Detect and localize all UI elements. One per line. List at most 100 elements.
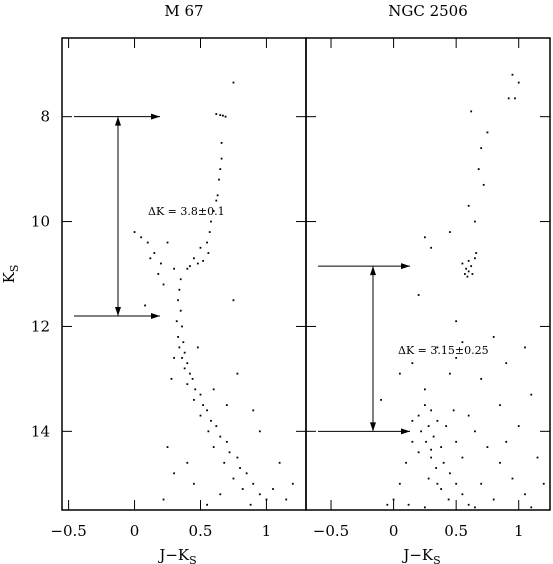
star <box>199 246 202 249</box>
star <box>245 472 248 475</box>
star <box>191 377 194 380</box>
x-tick-label: −0.5 <box>313 522 349 540</box>
star <box>505 440 508 443</box>
star <box>278 461 281 464</box>
star <box>507 97 510 100</box>
star <box>417 294 420 296</box>
star <box>219 435 222 438</box>
star <box>442 461 445 464</box>
star <box>218 178 220 181</box>
star <box>215 199 218 202</box>
y-tick-label: 10 <box>31 213 50 231</box>
star <box>177 336 179 338</box>
star <box>179 278 182 281</box>
x-tick-label: 0 <box>130 522 140 540</box>
panel-title: NGC 2506 <box>388 2 468 20</box>
star <box>517 81 520 84</box>
x-label-main: J−K <box>401 546 434 564</box>
star <box>220 157 223 160</box>
star <box>258 430 261 433</box>
x-tick-label: −0.5 <box>50 522 86 540</box>
star <box>430 409 433 412</box>
star <box>207 430 210 433</box>
star <box>392 498 395 501</box>
star <box>517 425 520 427</box>
star <box>206 241 208 244</box>
frame <box>61 37 307 511</box>
star <box>212 210 215 212</box>
x-axis-label: J−KS <box>401 546 440 564</box>
star <box>140 236 143 239</box>
star <box>224 115 227 118</box>
star <box>492 498 495 501</box>
star <box>417 414 420 417</box>
star <box>186 362 189 365</box>
star <box>411 440 414 443</box>
star <box>186 461 189 464</box>
star <box>445 425 448 427</box>
star <box>474 506 476 509</box>
star <box>427 425 430 427</box>
star <box>440 446 443 448</box>
star <box>236 372 239 375</box>
star <box>452 409 455 412</box>
x-tick-label: 1 <box>514 522 524 540</box>
star <box>192 257 195 260</box>
star <box>241 488 244 490</box>
star <box>192 398 195 401</box>
star <box>249 503 252 506</box>
star <box>405 461 408 464</box>
star <box>436 419 439 422</box>
star <box>206 503 208 506</box>
star <box>212 446 215 448</box>
star <box>189 265 191 268</box>
star <box>183 351 186 354</box>
star <box>486 446 489 448</box>
star <box>210 419 212 422</box>
star <box>192 482 195 485</box>
star <box>239 467 241 469</box>
star <box>470 110 473 113</box>
star <box>474 430 476 433</box>
star <box>511 477 514 480</box>
x-tick-label: 0.5 <box>189 522 213 540</box>
star <box>186 267 189 270</box>
star <box>492 336 495 338</box>
star <box>480 377 483 380</box>
star <box>210 220 212 223</box>
star <box>436 482 439 485</box>
star <box>153 252 156 254</box>
star <box>455 320 458 323</box>
star <box>162 498 165 501</box>
star <box>430 246 433 249</box>
star <box>216 194 219 197</box>
star <box>475 252 478 254</box>
x-tick-label: 0 <box>389 522 399 540</box>
star <box>179 309 182 312</box>
star <box>212 388 215 391</box>
annotation: ΔK = 3.8±0.1 <box>148 205 225 218</box>
star <box>291 482 294 485</box>
star <box>194 388 197 391</box>
y-tick-label: 8 <box>40 108 50 126</box>
star <box>225 440 228 443</box>
y-tick-label: 14 <box>31 422 50 440</box>
star <box>423 506 426 509</box>
star <box>225 404 228 407</box>
panel-title: M 67 <box>164 2 203 20</box>
star <box>232 81 235 84</box>
star <box>435 467 438 469</box>
star <box>173 472 176 475</box>
star <box>162 283 165 286</box>
star <box>215 113 218 115</box>
star <box>223 461 226 464</box>
star <box>511 73 514 76</box>
star <box>181 357 183 359</box>
star <box>474 257 476 260</box>
star <box>207 252 210 254</box>
star <box>542 482 545 485</box>
star <box>448 372 451 375</box>
annotation: ΔK = 3.15±0.25 <box>398 344 489 357</box>
